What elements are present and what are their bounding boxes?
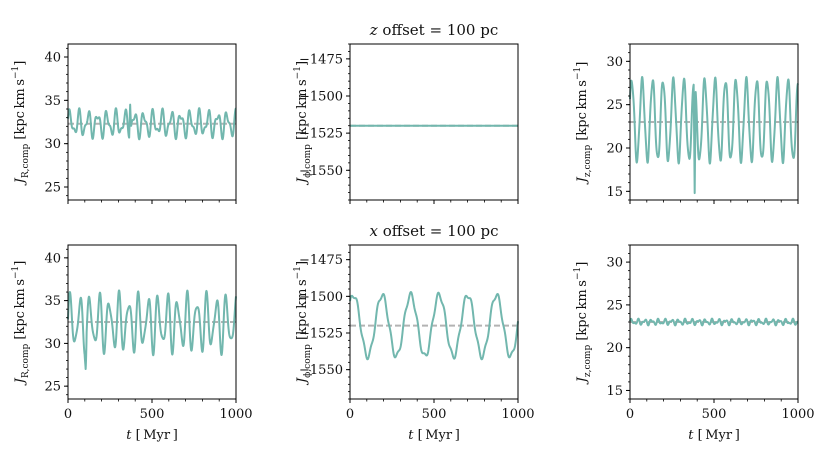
- x-tick-label: 500: [702, 407, 727, 422]
- y-tick-label: 25: [606, 98, 623, 113]
- y-axis-label: Jϕ,comp [kpc km s−1]: [293, 261, 313, 386]
- x-tick-label: 500: [140, 407, 165, 422]
- panel-JR_z: 25 30 35 40 JR,comp [kpc km s−1]: [11, 43, 237, 204]
- y-axis-label: JR,comp [kpc km s−1]: [11, 261, 31, 387]
- x-tick-label: 0: [346, 407, 354, 422]
- y-tick-label: 25: [606, 298, 623, 313]
- series-line-oscillation: [67, 289, 237, 371]
- y-axis-label: Jz,comp [kpc km s−1]: [573, 262, 593, 386]
- x-tick-label: 0: [64, 407, 72, 422]
- y-axis-label: Jz,comp [kpc km s−1]: [573, 62, 593, 186]
- y-tick-label: −1525: [299, 327, 343, 342]
- axes-frame: [349, 43, 519, 201]
- y-tick-label: 30: [606, 256, 623, 271]
- x-axis-label: t [ Myr ]: [688, 428, 740, 443]
- y-tick-label: 30: [44, 337, 61, 352]
- panel-JR_x: 25 30 35 40 0 500 1000 JR,comp [kpc km s−1] t [ …: [11, 244, 253, 443]
- y-tick-label: 40: [44, 251, 61, 266]
- y-tick-label: 20: [606, 341, 623, 356]
- y-axis-label: Jϕ,comp [kpc km s−1]: [293, 61, 313, 186]
- y-tick-label: 15: [606, 384, 623, 399]
- x-axis-label: t [ Myr ]: [126, 428, 178, 443]
- y-tick-label: −1550: [299, 363, 343, 378]
- y-tick-label: 30: [606, 55, 623, 70]
- panel-Jphi_x: −1475 −1500 −1525 −1550 0 500 1000 Jϕ,comp [kpc…: [293, 244, 535, 443]
- y-tick-label: −1500: [299, 290, 343, 305]
- x-tick-label: 0: [626, 407, 634, 422]
- row-title-1: x offset = 100 pc: [369, 222, 498, 240]
- y-tick-label: 20: [606, 142, 623, 157]
- y-tick-label: 35: [44, 294, 61, 309]
- y-tick-label: 30: [44, 137, 61, 152]
- y-tick-label: 40: [44, 51, 61, 66]
- y-tick-label: −1550: [299, 164, 343, 179]
- x-tick-label: 500: [422, 407, 447, 422]
- series-line-oscillation: [67, 103, 237, 141]
- panel-Jz_x: 15 20 25 30 0 500 1000 Jz,comp [kpc km s−1] t [ …: [573, 244, 815, 443]
- x-tick-label: 1000: [219, 407, 252, 422]
- y-tick-label: −1475: [299, 52, 343, 67]
- y-tick-label: −1500: [299, 90, 343, 105]
- x-tick-label: 1000: [501, 407, 534, 422]
- y-tick-label: 25: [44, 380, 61, 395]
- x-axis-label: t [ Myr ]: [408, 428, 460, 443]
- x-tick-label: 1000: [781, 407, 814, 422]
- series-line-oscillation: [629, 317, 799, 327]
- y-tick-label: 25: [44, 181, 61, 196]
- y-tick-label: −1475: [299, 253, 343, 268]
- y-tick-label: 15: [606, 185, 623, 200]
- y-tick-label: −1525: [299, 127, 343, 142]
- row-title-0: z offset = 100 pc: [369, 21, 498, 39]
- panel-Jz_z: 15 20 25 30 Jz,comp [kpc km s−1]: [573, 43, 799, 204]
- y-axis-label: JR,comp [kpc km s−1]: [11, 61, 31, 187]
- y-tick-label: 35: [44, 94, 61, 109]
- series-line-oscillation: [629, 75, 799, 195]
- series-line-oscillation: [349, 291, 519, 361]
